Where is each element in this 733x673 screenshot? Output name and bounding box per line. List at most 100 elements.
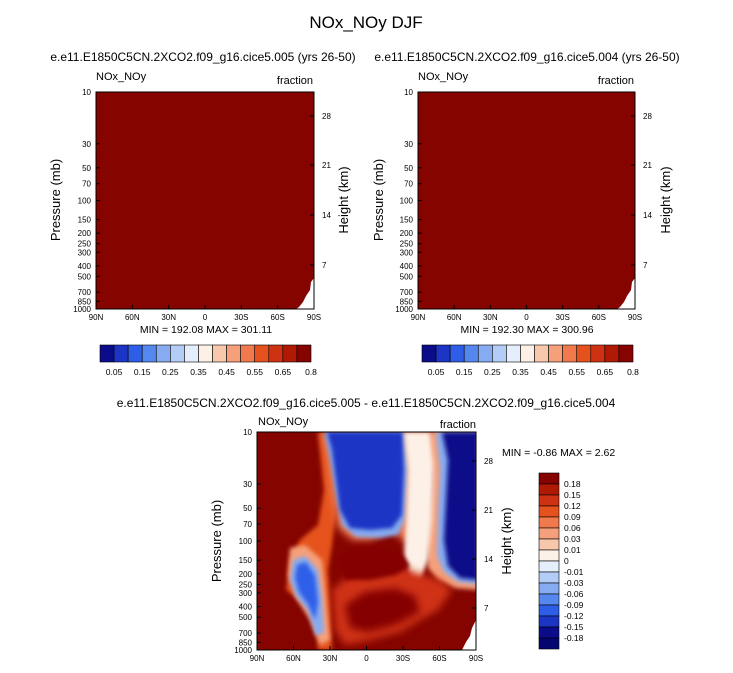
colorbar-label: 0.05 bbox=[106, 367, 123, 377]
panel-3-stats: MIN = -0.86 MAX = 2.62 bbox=[502, 447, 615, 459]
panel-1-stats: MIN = 192.08 MAX = 301.11 bbox=[140, 324, 272, 336]
y-tick-label: 1000 bbox=[73, 305, 91, 314]
colorbar-label: 0 bbox=[564, 556, 569, 566]
colorbar-swatch bbox=[254, 344, 270, 363]
panel-1-title: e.e11.E1850C5CN.2XCO2.f09_g16.cice5.005 … bbox=[50, 50, 355, 64]
y-right-tick-label: 21 bbox=[322, 161, 331, 170]
y-tick-label: 300 bbox=[239, 589, 253, 598]
panel-3-ylabel-right: Height (km) bbox=[499, 507, 514, 574]
panel-2-colorbar: 0.05 0.15 0.25 0.35 0.45 0.55 0.65 0.8 bbox=[421, 344, 639, 377]
panel-3-colorbar: 0.180.150.120.090.060.030.010-0.01-0.03-… bbox=[538, 472, 584, 650]
colorbar-swatch bbox=[435, 344, 451, 363]
colorbar-swatch bbox=[99, 344, 115, 363]
y-tick-label: 30 bbox=[243, 480, 252, 489]
colorbar-swatch bbox=[562, 344, 578, 363]
x-tick-label: 30N bbox=[161, 313, 176, 322]
colorbar-swatch bbox=[548, 344, 563, 363]
x-tick-label: 0 bbox=[364, 654, 369, 663]
colorbar-swatch bbox=[282, 344, 298, 363]
y-tick-label: 200 bbox=[78, 229, 92, 238]
x-tick-label: 90N bbox=[250, 654, 265, 663]
colorbar-label: -0.15 bbox=[564, 622, 584, 632]
colorbar-label: 0.01 bbox=[564, 545, 581, 555]
colorbar-swatch bbox=[538, 494, 560, 507]
y-tick-label: 850 bbox=[400, 297, 414, 306]
colorbar-swatch bbox=[268, 344, 284, 363]
y-tick-label: 500 bbox=[400, 272, 414, 281]
colorbar-label: 0.06 bbox=[564, 523, 581, 533]
colorbar-label: 0.09 bbox=[564, 512, 581, 522]
x-tick-label: 30S bbox=[234, 313, 248, 322]
panel-2-terrain-mask bbox=[617, 278, 635, 309]
colorbar-label: 0.03 bbox=[564, 534, 581, 544]
y-tick-label: 30 bbox=[82, 140, 91, 149]
colorbar-label: 0.15 bbox=[564, 490, 581, 500]
y-tick-label: 70 bbox=[82, 180, 91, 189]
y-tick-label: 10 bbox=[82, 88, 91, 97]
colorbar-swatch bbox=[520, 344, 535, 363]
y-tick-label: 850 bbox=[239, 638, 253, 647]
y-tick-label: 10 bbox=[404, 88, 413, 97]
colorbar-label: 0.35 bbox=[512, 367, 529, 377]
y-tick-label: 700 bbox=[78, 288, 92, 297]
panel-3-y-axis-right: 28 21 14 7 bbox=[472, 457, 493, 613]
colorbar-label: 0.8 bbox=[305, 367, 317, 377]
colorbar-swatch bbox=[618, 344, 634, 363]
colorbar-swatch bbox=[538, 582, 560, 595]
y-right-tick-label: 28 bbox=[484, 457, 493, 466]
colorbar-swatch bbox=[538, 538, 560, 551]
colorbar-swatch bbox=[170, 344, 185, 363]
x-tick-label: 60N bbox=[125, 313, 140, 322]
colorbar-label: 0.45 bbox=[218, 367, 235, 377]
colorbar-label: -0.09 bbox=[564, 600, 584, 610]
colorbar-label: -0.12 bbox=[564, 611, 584, 621]
colorbar-swatch bbox=[198, 344, 213, 363]
colorbar-label: 0.55 bbox=[568, 367, 585, 377]
x-tick-label: 60N bbox=[286, 654, 301, 663]
y-tick-label: 500 bbox=[239, 613, 253, 622]
y-tick-label: 700 bbox=[239, 629, 253, 638]
colorbar-swatch bbox=[604, 344, 620, 363]
colorbar-label: -0.06 bbox=[564, 589, 584, 599]
colorbar-swatch bbox=[576, 344, 592, 363]
y-right-tick-label: 7 bbox=[484, 604, 489, 613]
colorbar-swatch bbox=[538, 527, 560, 540]
colorbar-swatch bbox=[449, 344, 465, 363]
panel-1-ylabel-right: Height (km) bbox=[336, 166, 351, 233]
x-tick-label: 60N bbox=[447, 313, 462, 322]
y-right-tick-label: 14 bbox=[484, 555, 493, 564]
colorbar-swatch bbox=[296, 344, 312, 363]
panel-2-ylabel: Pressure (mb) bbox=[371, 159, 386, 241]
colorbar-swatch bbox=[538, 637, 560, 650]
panel-3-title: e.e11.E1850C5CN.2XCO2.f09_g16.cice5.005 … bbox=[117, 396, 616, 410]
x-tick-label: 0 bbox=[203, 313, 208, 322]
y-tick-label: 400 bbox=[400, 262, 414, 271]
y-tick-label: 100 bbox=[239, 537, 253, 546]
colorbar-swatch bbox=[538, 560, 560, 573]
colorbar-swatch bbox=[155, 344, 171, 363]
colorbar-label: 0.15 bbox=[456, 367, 473, 377]
panel-2-y-axis-right: 28 21 14 7 bbox=[631, 112, 652, 270]
colorbar-label: 0.65 bbox=[597, 367, 614, 377]
colorbar-label: 0.12 bbox=[564, 501, 581, 511]
colorbar-swatch bbox=[538, 626, 560, 639]
y-tick-label: 1000 bbox=[234, 646, 252, 655]
y-right-tick-label: 14 bbox=[643, 211, 652, 220]
y-tick-label: 150 bbox=[78, 216, 92, 225]
y-tick-label: 10 bbox=[243, 428, 252, 437]
panel-2: e.e11.E1850C5CN.2XCO2.f09_g16.cice5.004 … bbox=[371, 50, 680, 377]
panel-2-left-label: NOx_NOy bbox=[418, 71, 469, 83]
colorbar-label: 0.55 bbox=[246, 367, 263, 377]
x-tick-label: 60S bbox=[592, 313, 606, 322]
colorbar-swatch bbox=[113, 344, 129, 363]
panel-3-right-label: fraction bbox=[440, 419, 476, 431]
panel-3-x-axis: 90N 60N 30N 0 30S 60S 90S bbox=[250, 646, 483, 663]
x-tick-label: 90N bbox=[89, 313, 104, 322]
panel-1-left-label: NOx_NOy bbox=[96, 71, 147, 83]
colorbar-swatch bbox=[240, 344, 256, 363]
y-tick-label: 200 bbox=[400, 229, 414, 238]
x-tick-label: 30S bbox=[556, 313, 570, 322]
y-tick-label: 400 bbox=[239, 603, 253, 612]
colorbar-swatch bbox=[590, 344, 606, 363]
